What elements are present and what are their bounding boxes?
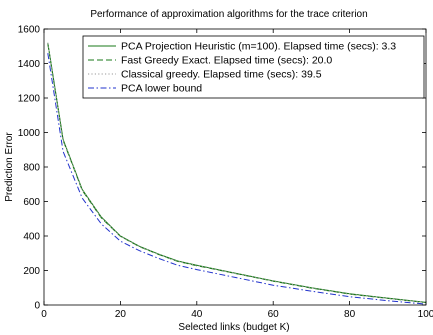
- y-tick-label: 600: [23, 197, 40, 208]
- x-tick-label: 80: [344, 309, 356, 320]
- y-axis-title: Prediction Error: [4, 132, 15, 202]
- x-tick-label: 20: [115, 309, 127, 320]
- x-axis-title: Selected links (budget K): [178, 322, 289, 333]
- legend-box: [82, 35, 425, 99]
- y-tick-label: 400: [23, 232, 40, 243]
- y-tick-label: 0: [34, 301, 40, 312]
- legend-label-2: Fast Greedy Exact. Elapsed time (secs): …: [121, 55, 332, 67]
- legend-items: PCA Projection Heuristic (m=100). Elapse…: [88, 41, 396, 95]
- legend: PCA Projection Heuristic (m=100). Elapse…: [82, 35, 425, 99]
- series-layer: [47, 42, 427, 305]
- y-tick-label: 1200: [18, 94, 41, 105]
- x-axis: 0 20 40 60 80 100: [41, 29, 433, 320]
- x-tick-label: 60: [268, 309, 280, 320]
- y-tick-label: 1400: [18, 59, 41, 70]
- legend-label-4: PCA lower bound: [121, 83, 202, 95]
- y-tick-label: 1600: [18, 25, 41, 36]
- y-axis: 0 200 400 600 800 1000 1200 1400 1600: [18, 25, 426, 312]
- x-tick-label: 0: [41, 309, 47, 320]
- series-line-2: [47, 43, 427, 304]
- chart-title: Performance of approximation algorithms …: [90, 9, 367, 20]
- y-tick-label: 200: [23, 266, 40, 277]
- legend-label-3: Classical greedy. Elapsed time (secs): 3…: [121, 69, 322, 81]
- legend-label-1: PCA Projection Heuristic (m=100). Elapse…: [121, 41, 396, 53]
- y-tick-label: 1000: [18, 128, 41, 139]
- x-tick-label: 40: [191, 309, 203, 320]
- x-tick-label: 100: [418, 309, 433, 320]
- y-tick-label: 800: [23, 163, 40, 174]
